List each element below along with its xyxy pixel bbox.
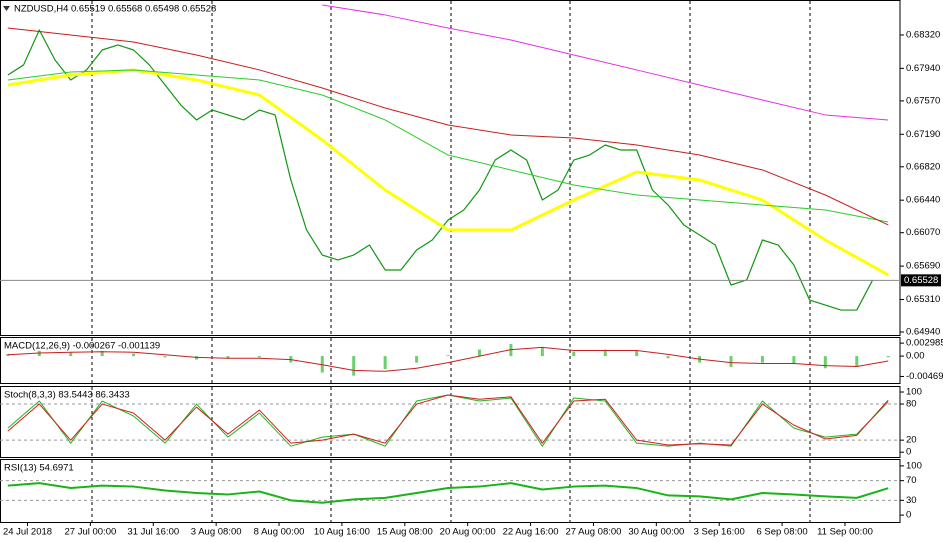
histogram-bar bbox=[792, 356, 796, 364]
x-tick-label: 27 Aug 08:00 bbox=[565, 527, 621, 538]
x-tick-label: 30 Aug 00:00 bbox=[628, 527, 684, 538]
series-line bbox=[7, 69, 889, 223]
current-price-label: 0.65528 bbox=[904, 275, 938, 286]
y-tick-label: 0 bbox=[906, 510, 911, 521]
y-tick-label: -0.004694 bbox=[906, 371, 943, 382]
series-line bbox=[7, 482, 889, 504]
x-tick-label: 31 Jul 16:00 bbox=[127, 527, 179, 538]
y-tick-label: 100 bbox=[906, 460, 922, 471]
histogram-bar bbox=[477, 349, 481, 357]
series-line bbox=[322, 4, 889, 121]
y-tick-label: 0.68320 bbox=[906, 29, 940, 40]
histogram-bar bbox=[257, 356, 261, 358]
y-tick-label: 20 bbox=[906, 435, 917, 446]
histogram-bar bbox=[729, 356, 733, 367]
x-tick-label: 3 Aug 08:00 bbox=[191, 527, 242, 538]
panel-title: RSI(13) 54.6971 bbox=[4, 463, 74, 474]
histogram-bar bbox=[383, 356, 387, 370]
current-price-box bbox=[901, 274, 941, 287]
x-tick-label: 15 Aug 08:00 bbox=[377, 527, 433, 538]
y-tick-label: 70 bbox=[906, 475, 917, 486]
panel-title: NZDUSD,H4 0.65519 0.65568 0.65498 0.6552… bbox=[14, 4, 216, 15]
title-icon bbox=[3, 6, 10, 11]
histogram-bar bbox=[823, 356, 827, 369]
panel-title: Stoch(8,3,3) 83.5443 86.3433 bbox=[4, 390, 130, 401]
y-tick-label: 0.002985 bbox=[906, 338, 943, 349]
y-tick-label: 0.67940 bbox=[906, 63, 940, 74]
histogram-bar bbox=[100, 350, 104, 357]
panel-title: MACD(12,26,9) -0.000267 -0.001139 bbox=[4, 341, 160, 352]
histogram-bar bbox=[352, 356, 356, 376]
series-line bbox=[7, 68, 889, 277]
y-tick-label: 0.67190 bbox=[906, 129, 940, 140]
x-tick-label: 10 Aug 16:00 bbox=[314, 527, 370, 538]
histogram-bar bbox=[6, 353, 10, 357]
histogram-bar bbox=[69, 352, 73, 357]
y-tick-label: 0.64940 bbox=[906, 327, 940, 338]
histogram-bar bbox=[446, 355, 450, 357]
y-tick-label: 80 bbox=[906, 399, 917, 410]
series-line bbox=[7, 29, 874, 311]
x-tick-label: 11 Sep 00:00 bbox=[817, 527, 873, 538]
y-tick-label: 0.65310 bbox=[906, 294, 940, 305]
series-line bbox=[7, 27, 889, 226]
histogram-bar bbox=[415, 356, 419, 363]
histogram-bar bbox=[226, 356, 230, 359]
series-line bbox=[7, 346, 889, 372]
histogram-bar bbox=[886, 356, 890, 358]
histogram-bar bbox=[163, 356, 167, 358]
histogram-bar bbox=[132, 353, 136, 357]
panel-frame bbox=[0, 0, 901, 336]
histogram-bar bbox=[572, 351, 576, 357]
y-tick-label: 30 bbox=[906, 495, 917, 506]
y-tick-label: 0.66070 bbox=[906, 227, 940, 238]
y-tick-label: 100 bbox=[906, 387, 922, 398]
histogram-bar bbox=[855, 356, 859, 367]
y-tick-label: 0.67570 bbox=[906, 95, 940, 106]
panel-frame bbox=[0, 337, 901, 384]
x-tick-label: 3 Sep 16:00 bbox=[694, 527, 745, 538]
panel-frame bbox=[0, 459, 901, 523]
histogram-bar bbox=[760, 356, 764, 363]
x-tick-label: 6 Sep 08:00 bbox=[756, 527, 807, 538]
histogram-bar bbox=[666, 356, 670, 359]
y-tick-label: 0.00 bbox=[906, 351, 925, 362]
x-tick-label: 24 Jul 2018 bbox=[3, 527, 52, 538]
y-tick-label: 0.66440 bbox=[906, 195, 940, 206]
x-tick-label: 20 Aug 00:00 bbox=[440, 527, 496, 538]
histogram-bar bbox=[603, 349, 607, 357]
histogram-bar bbox=[540, 347, 544, 357]
histogram-bar bbox=[635, 350, 639, 357]
series-line bbox=[7, 394, 889, 446]
x-tick-label: 8 Aug 00:00 bbox=[254, 527, 305, 538]
y-tick-label: 0 bbox=[906, 447, 911, 458]
x-tick-label: 27 Jul 00:00 bbox=[65, 527, 117, 538]
y-tick-label: 0.65690 bbox=[906, 261, 940, 272]
y-tick-label: 0.66820 bbox=[906, 161, 940, 172]
panel-frame bbox=[0, 386, 901, 458]
x-tick-label: 22 Aug 16:00 bbox=[503, 527, 559, 538]
